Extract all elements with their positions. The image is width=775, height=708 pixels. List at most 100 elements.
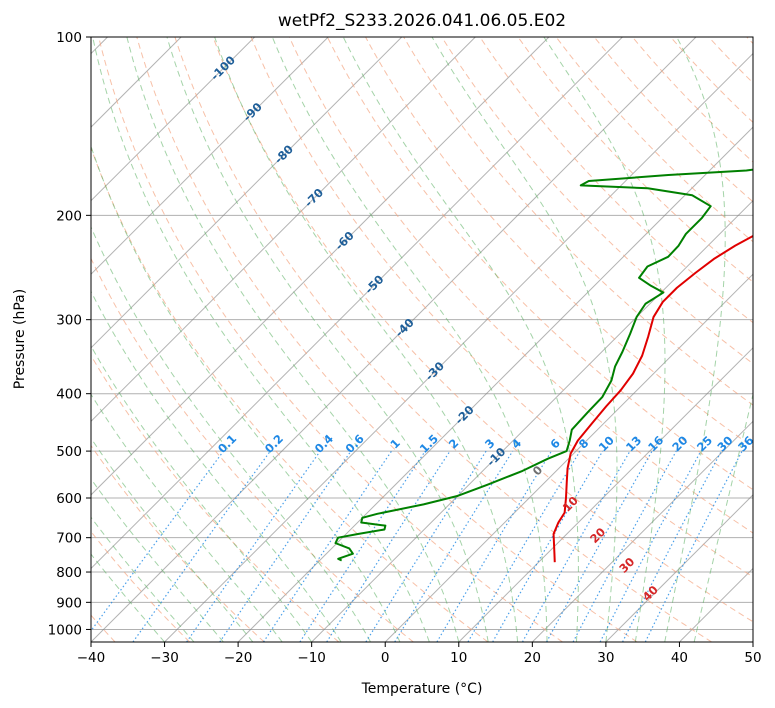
dry-adiabat-line [212, 37, 753, 623]
mixing-ratio-line [132, 450, 271, 642]
moist-adiabat-line [664, 37, 726, 642]
isotherm-line [91, 37, 256, 202]
moist-adiabat-line [693, 392, 753, 642]
dry-adiabat-line [91, 444, 265, 642]
dry-adiabat-line [479, 37, 753, 324]
mixing-ratio-label: 0.1 [215, 432, 239, 456]
isotherm-line [91, 37, 697, 642]
dewpoint-profile-line [334, 168, 753, 562]
mixing-ratio-label: 0.4 [312, 432, 336, 456]
mixing-ratio-line [492, 450, 604, 642]
moist-adiabat-line [91, 553, 165, 642]
isotherm-line [91, 37, 623, 570]
moist-adiabat-label: 10 [560, 493, 581, 514]
dry-adiabat-line [91, 257, 414, 642]
y-tick-label: 800 [56, 565, 82, 581]
isotherm-label: -20 [452, 403, 477, 428]
dry-adiabat-line [746, 37, 753, 45]
isotherm-line [311, 199, 753, 642]
dry-adiabat-line [91, 530, 190, 642]
moist-adiabat-line [214, 37, 519, 642]
y-tick-label: 200 [56, 208, 82, 224]
x-tick-label: 30 [597, 650, 614, 666]
x-tick-label: 10 [450, 650, 467, 666]
y-tick-label: 1000 [48, 622, 82, 638]
moist-adiabat-line [271, 37, 548, 642]
x-tick-label: −20 [224, 650, 253, 666]
mixing-ratio-line [546, 450, 653, 642]
data-lines [334, 168, 753, 563]
moist-adiabat-line [342, 37, 579, 642]
moist-adiabat-label: 20 [587, 525, 608, 546]
dry-adiabat-line [708, 37, 753, 84]
moist-adiabat-line [91, 144, 401, 642]
mixing-ratio-line [467, 450, 581, 642]
dry-adiabat-line [593, 37, 753, 203]
isotherm-line [605, 494, 753, 642]
y-tick-label: 600 [56, 491, 82, 507]
temperature-profile-line [552, 234, 753, 563]
moist-adiabat-line [91, 437, 254, 642]
line-labels: 0.1 0.2 0.4 0.6 1 1.5 2 3 4 6 8 10 13 16 20 25 30 36-100-… [208, 53, 757, 604]
dry-adiabat-line [555, 37, 753, 243]
moist-adiabat-label: 40 [640, 583, 661, 604]
mixing-ratio-line [572, 450, 677, 642]
y-tick-label: 500 [56, 444, 82, 460]
isotherm-line [237, 126, 753, 642]
mixing-ratio-line [91, 450, 225, 632]
mixing-ratio-line [186, 450, 321, 642]
background-lines [91, 37, 753, 642]
moist-adiabat-label: 30 [616, 555, 637, 576]
x-tick-label: −10 [297, 650, 326, 666]
x-tick-label: −30 [150, 650, 179, 666]
x-tick-label: −40 [77, 650, 106, 666]
dry-adiabat-line [365, 37, 753, 448]
isotherm-label: -30 [422, 359, 447, 384]
moist-adiabat-line [91, 516, 195, 642]
moist-adiabat-line [91, 393, 283, 642]
isotherm-label: -70 [302, 185, 327, 210]
y-tick-label: 100 [56, 30, 82, 46]
x-axis-label: Temperature (°C) [361, 681, 483, 697]
moist-adiabat-line [91, 478, 224, 642]
axes: −40 −30 −20 −10 0 10 20 30 40 5010020030040050060… [48, 30, 762, 666]
dry-adiabat-line [136, 37, 638, 642]
mixing-ratio-line [599, 450, 702, 642]
mixing-ratio-line [326, 450, 451, 642]
moist-adiabat-label: 0 [530, 463, 546, 479]
y-tick-label: 700 [56, 531, 82, 547]
mixing-ratio-label: 4 [509, 436, 525, 452]
isotherm-label: -90 [240, 100, 265, 125]
dry-adiabat-line [632, 37, 753, 163]
mixing-ratio-label: 0.2 [262, 432, 286, 456]
moist-adiabat-line [543, 37, 666, 642]
isotherm-line [91, 37, 329, 275]
x-tick-label: 0 [381, 650, 390, 666]
x-tick-label: 50 [744, 650, 761, 666]
mixing-ratio-line [394, 450, 514, 642]
mixing-ratio-line [365, 450, 487, 642]
dry-adiabat-line [403, 37, 753, 406]
isotherm-line [458, 347, 753, 642]
dry-adiabat-line [326, 37, 753, 491]
moist-adiabat-line [91, 345, 313, 642]
dry-adiabat-line [91, 354, 340, 642]
isotherm-label: -100 [208, 53, 238, 83]
moist-adiabat-line [92, 37, 430, 642]
isotherm-line [384, 273, 753, 642]
y-tick-label: 300 [56, 313, 82, 329]
plot-frame [90, 36, 754, 643]
mixing-ratio-line [436, 450, 553, 642]
isotherm-line [679, 567, 753, 642]
mixing-ratio-line [644, 450, 743, 642]
x-tick-label: 40 [671, 650, 688, 666]
dry-adiabat-line [250, 37, 753, 578]
mixing-ratio-line [219, 450, 352, 642]
moist-adiabat-line [91, 225, 371, 642]
dry-adiabat-line [441, 37, 753, 365]
x-tick-label: 20 [524, 650, 541, 666]
isotherm-line [91, 37, 403, 349]
moist-adiabat-line [431, 37, 618, 642]
isotherm-line [91, 37, 476, 423]
